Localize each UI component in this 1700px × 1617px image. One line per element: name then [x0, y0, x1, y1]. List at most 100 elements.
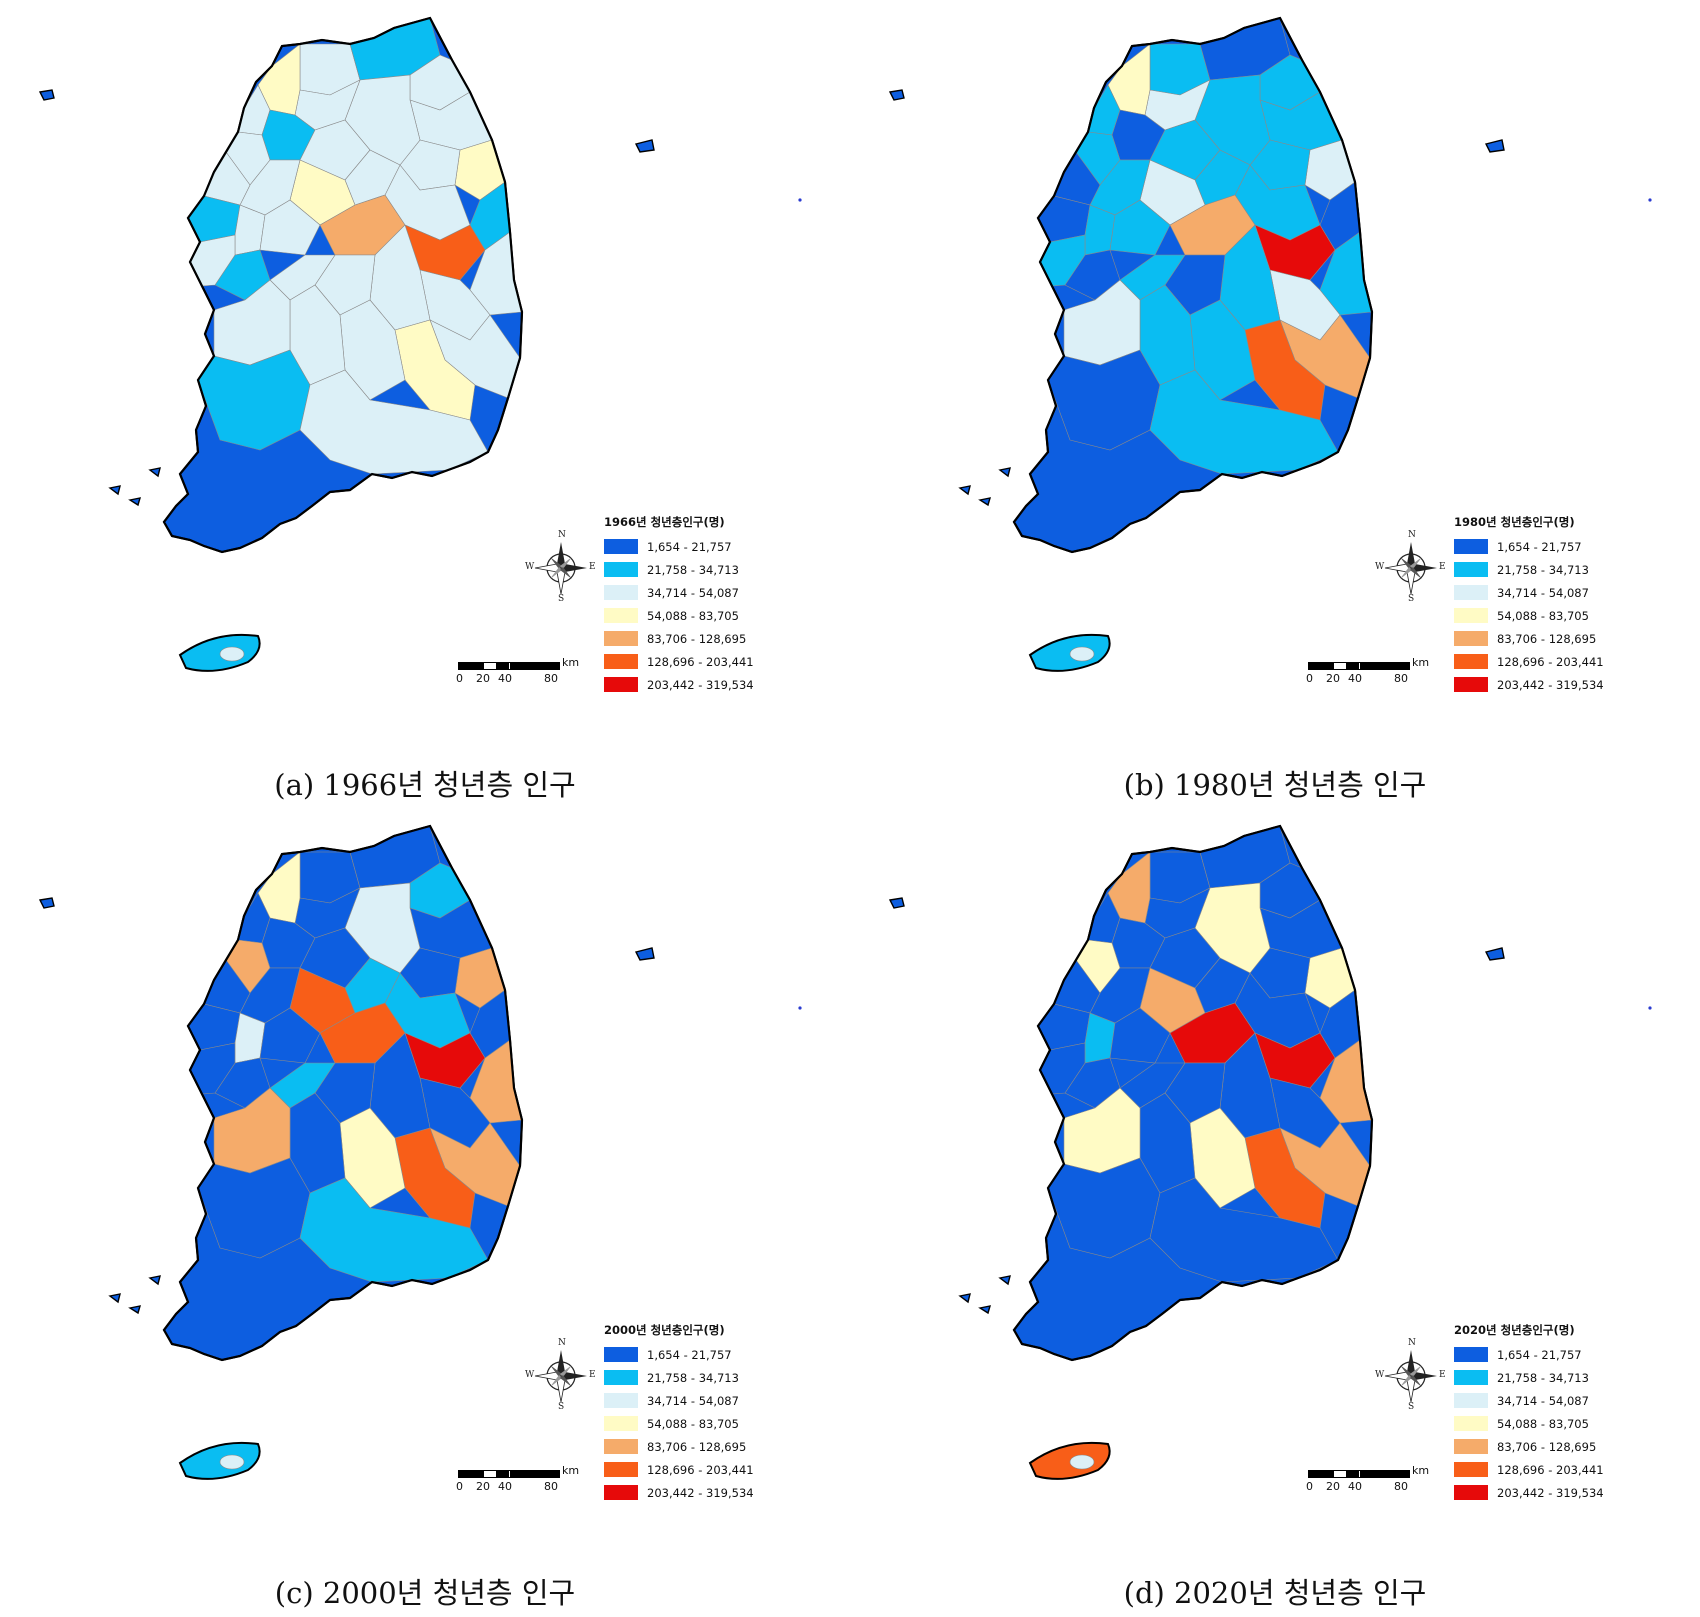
scale-tick-label: 20	[1326, 1480, 1340, 1493]
district-region	[299, 369, 489, 475]
scale-bar-segment	[483, 1471, 496, 1477]
compass-rose-icon: N S W E	[525, 1338, 596, 1414]
island	[998, 1275, 1011, 1286]
compass-east-label: E	[589, 562, 596, 572]
coastline	[162, 824, 524, 1362]
legend-range-label: 203,442 - 319,534	[647, 1485, 754, 1500]
map-legend: 2020년 청년층인구(명) 1,654 - 21,757 21,758 - 34,…	[1454, 1322, 1614, 1504]
island	[978, 1305, 991, 1315]
choropleth-map	[888, 824, 1652, 1480]
dokdo-island	[1648, 198, 1652, 202]
compass-west-label: W	[1375, 1370, 1385, 1380]
legend-swatch	[604, 1485, 638, 1500]
scale-bar-segment	[508, 663, 559, 669]
legend-item: 21,758 - 34,713	[1454, 1366, 1614, 1389]
legend-swatch	[1454, 1439, 1488, 1454]
legend-item: 83,706 - 128,695	[1454, 627, 1614, 650]
compass-west-label: W	[1375, 562, 1385, 572]
scale-bar-segment	[495, 1471, 509, 1477]
legend-range-label: 203,442 - 319,534	[647, 677, 754, 692]
panel-caption: (a) 1966년 청년층 인구	[274, 768, 576, 802]
legend-swatch	[1454, 1370, 1488, 1385]
district-region	[1109, 1007, 1171, 1064]
legend-item: 83,706 - 128,695	[604, 627, 764, 650]
map-legend: 1966년 청년층인구(명) 1,654 - 21,757 21,758 - 34,…	[604, 514, 764, 696]
district-region	[1149, 369, 1339, 475]
legend-range-label: 21,758 - 34,713	[647, 1370, 739, 1385]
island	[1484, 947, 1505, 961]
scale-bar-segment	[1333, 663, 1346, 669]
legend-range-label: 34,714 - 54,087	[647, 1393, 739, 1408]
island	[958, 1293, 971, 1304]
scale-bar: km 0 20 40 80	[1306, 656, 1438, 688]
compass-east-label: E	[1439, 1370, 1446, 1380]
dokdo-island	[798, 198, 802, 202]
scale-bar-segment	[459, 1471, 484, 1477]
legend-item: 21,758 - 34,713	[604, 558, 764, 581]
scale-tick-label: 80	[1394, 1480, 1408, 1493]
compass-south-label: S	[558, 1402, 565, 1412]
legend-swatch	[604, 1439, 638, 1454]
legend-range-label: 1,654 - 21,757	[1497, 539, 1582, 554]
map-legend: 2000년 청년층인구(명) 1,654 - 21,757 21,758 - 34,…	[604, 1322, 764, 1504]
scale-bar-segment	[508, 1471, 559, 1477]
island	[38, 897, 55, 909]
scale-unit-label: km	[1412, 656, 1430, 669]
jeju-inner-region	[1069, 1454, 1095, 1470]
panel-caption: (c) 2000년 청년층 인구	[274, 1576, 576, 1610]
legend-range-label: 54,088 - 83,705	[1497, 608, 1589, 623]
legend-swatch	[604, 562, 638, 577]
choropleth-map	[888, 16, 1652, 672]
coastline	[162, 16, 524, 554]
legend-swatch	[1454, 585, 1488, 600]
legend-item: 21,758 - 34,713	[1454, 558, 1614, 581]
legend-item: 34,714 - 54,087	[604, 581, 764, 604]
legend-range-label: 1,654 - 21,757	[1497, 1347, 1582, 1362]
legend-range-label: 21,758 - 34,713	[647, 562, 739, 577]
legend-item: 34,714 - 54,087	[1454, 1389, 1614, 1412]
scale-tick-label: 80	[1394, 672, 1408, 685]
scale-unit-label: km	[562, 1464, 580, 1477]
legend-item: 203,442 - 319,534	[1454, 1481, 1614, 1504]
scale-bar-segment	[1345, 663, 1359, 669]
district-region	[1244, 319, 1326, 421]
legend-swatch	[1454, 631, 1488, 646]
scale-unit-label: km	[562, 656, 580, 669]
scale-bar: km 0 20 40 80	[456, 656, 588, 688]
scale-bar-segment	[1345, 1471, 1359, 1477]
dokdo-island	[798, 1006, 802, 1010]
scale-tick-label: 20	[1326, 672, 1340, 685]
compass-east-label: E	[589, 1370, 596, 1380]
scale-bar-segment	[495, 663, 509, 669]
legend-swatch	[604, 1347, 638, 1362]
legend-range-label: 83,706 - 128,695	[647, 631, 747, 646]
legend-swatch	[1454, 562, 1488, 577]
legend-swatch	[1454, 608, 1488, 623]
legend-item: 54,088 - 83,705	[604, 1412, 764, 1435]
coastline	[1012, 824, 1374, 1362]
legend-range-label: 83,706 - 128,695	[647, 1439, 747, 1454]
scale-bar: km 0 20 40 80	[456, 1464, 588, 1496]
island	[958, 485, 971, 496]
legend-swatch	[604, 631, 638, 646]
panel-caption: (d) 2020년 청년층 인구	[1123, 1576, 1427, 1610]
jeju-island	[178, 1441, 261, 1480]
map-legend: 1980년 청년층인구(명) 1,654 - 21,757 21,758 - 34,…	[1454, 514, 1614, 696]
compass-north-label: N	[1408, 1338, 1416, 1348]
scale-bar-segment	[1358, 1471, 1409, 1477]
compass-south-label: S	[1408, 1402, 1415, 1412]
district-region	[1109, 199, 1171, 256]
legend-item: 1,654 - 21,757	[604, 535, 764, 558]
legend-swatch	[1454, 654, 1488, 669]
legend-item: 1,654 - 21,757	[1454, 1343, 1614, 1366]
legend-range-label: 83,706 - 128,695	[1497, 1439, 1597, 1454]
legend-range-label: 21,758 - 34,713	[1497, 1370, 1589, 1385]
legend-item: 128,696 - 203,441	[1454, 1458, 1614, 1481]
compass-east-label: E	[1439, 562, 1446, 572]
legend-item: 128,696 - 203,441	[604, 650, 764, 673]
island	[128, 1305, 141, 1315]
district-region	[299, 1177, 489, 1283]
legend-swatch	[604, 539, 638, 554]
compass-west-label: W	[525, 562, 535, 572]
